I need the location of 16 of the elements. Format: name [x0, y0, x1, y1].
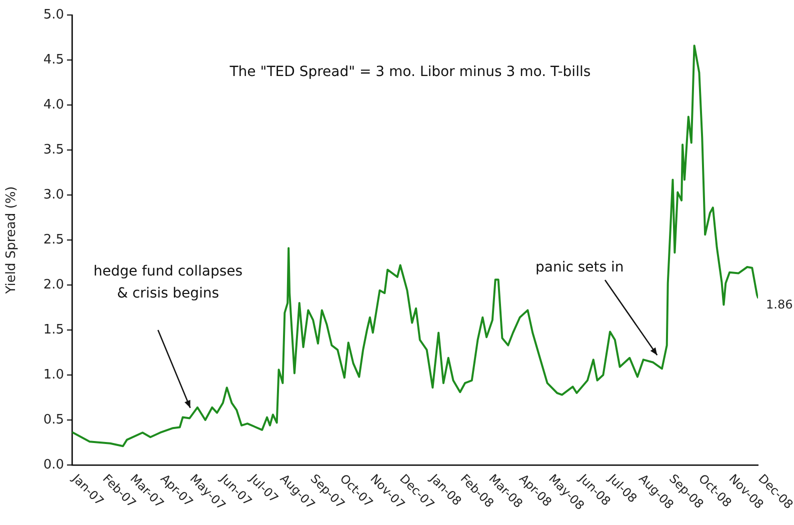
y-tick-label: 0.5: [43, 412, 64, 428]
y-tick-label: 0.0: [43, 457, 64, 472]
y-tick-label: 2.5: [43, 232, 64, 248]
data-label: 1.86: [766, 298, 793, 312]
y-tick-label: 2.0: [43, 277, 64, 292]
y-tick-label: 4.5: [43, 52, 64, 68]
y-tick-label: 1.5: [43, 322, 64, 338]
y-tick-label: 5.0: [43, 7, 64, 22]
y-axis-title: Yield Spread (%): [4, 186, 20, 295]
annotation: The "TED Spread" = 3 mo. Libor minus 3 mo. T-bills: [228, 64, 591, 80]
y-tick-label: 3.0: [43, 187, 64, 202]
annotation: panic sets in: [536, 260, 624, 276]
y-tick-label: 3.5: [43, 142, 64, 158]
y-tick-label: 1.0: [43, 367, 64, 382]
y-tick-label: 4.0: [43, 97, 64, 112]
annotation: hedge fund collapses & crisis begins: [94, 264, 243, 302]
